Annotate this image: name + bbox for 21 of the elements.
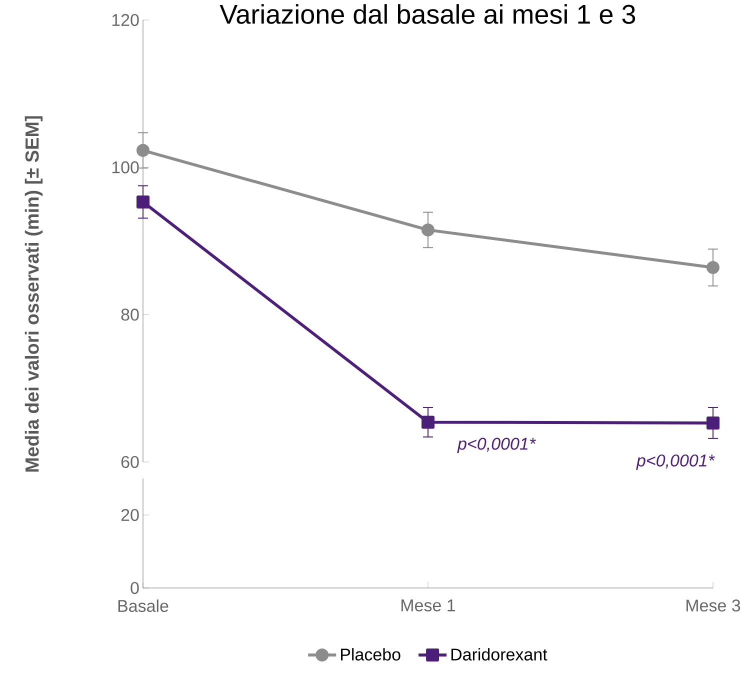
point (706, 261, 720, 274)
y-tick-label: 80 (121, 308, 139, 321)
annotation: p<0,0001* (457, 438, 536, 454)
y-axis-title: Media dei valori osservati (min) [± SEM] (24, 116, 43, 472)
point (136, 195, 150, 208)
legend-label: Daridorexant (451, 648, 548, 661)
y-tick-label: 0 (130, 582, 139, 594)
annotation: p<0,0001* (636, 454, 715, 470)
x-tick-label: Mese 3 (686, 600, 740, 612)
y-tick-label: 20 (121, 508, 139, 522)
point (706, 416, 720, 430)
y-tick-label: 120 (112, 14, 139, 26)
y-tick-label: 60 (121, 456, 139, 468)
point (136, 144, 150, 157)
point (422, 223, 434, 236)
x-tick-label: Mese 1 (402, 600, 456, 612)
chart-title: Variazione dal basale ai mesi 1 e 3 (220, 4, 636, 24)
x-tick-label: Basale (118, 600, 168, 612)
y-tick-label: 100 (112, 161, 139, 174)
point (422, 416, 434, 429)
legend-label: Placebo (341, 648, 400, 661)
